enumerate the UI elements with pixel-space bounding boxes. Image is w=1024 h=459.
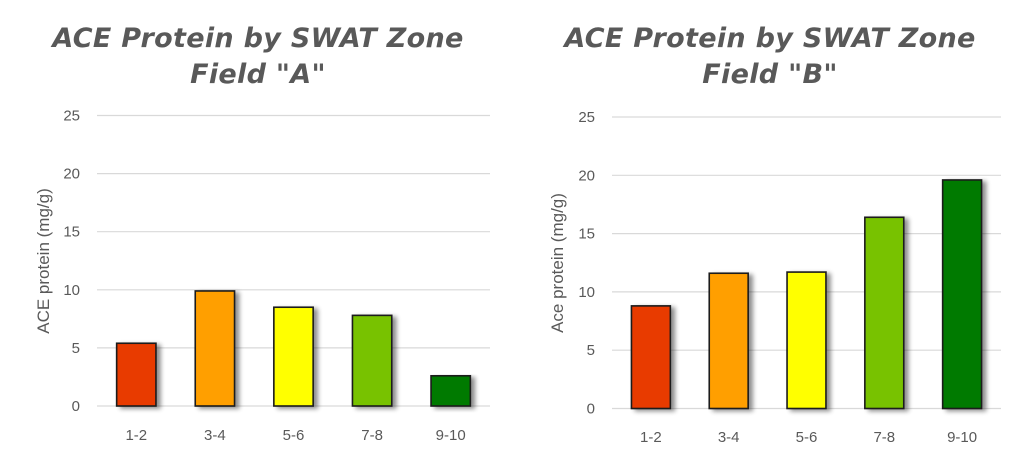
x-tick-label: 7-8 [361,427,383,444]
bar-5-6 [273,306,314,407]
x-tick-label: 1-2 [640,429,662,446]
x-tick-label: 5-6 [796,429,818,446]
chart-subtitle: Field "B" [702,59,837,90]
bar-7-8 [864,216,905,410]
chart-title: ACE Protein by SWAT Zone [50,23,463,54]
y-tick-label: 10 [578,284,595,301]
bar-3-4 [194,290,236,407]
x-tick-label: 3-4 [204,427,226,444]
bar-7-8 [351,314,393,407]
x-tick-label: 1-2 [125,427,147,444]
x-tick-label: 3-4 [718,429,740,446]
bar-1-2 [630,305,672,410]
y-tick-label: 15 [63,224,80,241]
bar-1-2 [115,342,157,407]
y-tick-label: 10 [63,282,80,299]
x-tick-label: 5-6 [283,427,305,444]
y-tick-label: 20 [63,166,80,183]
y-tick-label: 0 [72,398,80,415]
y-tick-label: 15 [578,226,595,243]
y-tick-label: 25 [578,109,595,126]
bar-5-6 [786,271,827,410]
x-tick-label: 7-8 [873,429,895,446]
chart-title: ACE Protein by SWAT Zone [562,23,975,54]
y-tick-label: 5 [587,342,595,359]
chart-field-b: ACE Protein by SWAT Zone Field "B" Ace p… [548,23,1001,446]
x-tick-label: 9-10 [436,427,466,444]
y-tick-label: 0 [587,401,595,418]
bar-9-10 [941,179,983,410]
chart-field-a: ACE Protein by SWAT Zone Field "A" ACE p… [34,23,490,444]
y-tick-label: 25 [63,108,80,125]
chart-subtitle: Field "A" [190,59,326,90]
x-tick-label: 9-10 [947,429,977,446]
y-axis-label: Ace protein (mg/g) [548,193,567,333]
y-tick-label: 5 [72,340,80,357]
y-axis-label: ACE protein (mg/g) [34,188,53,334]
bar-3-4 [708,272,749,410]
bar-9-10 [430,374,472,407]
y-tick-label: 20 [578,167,595,184]
